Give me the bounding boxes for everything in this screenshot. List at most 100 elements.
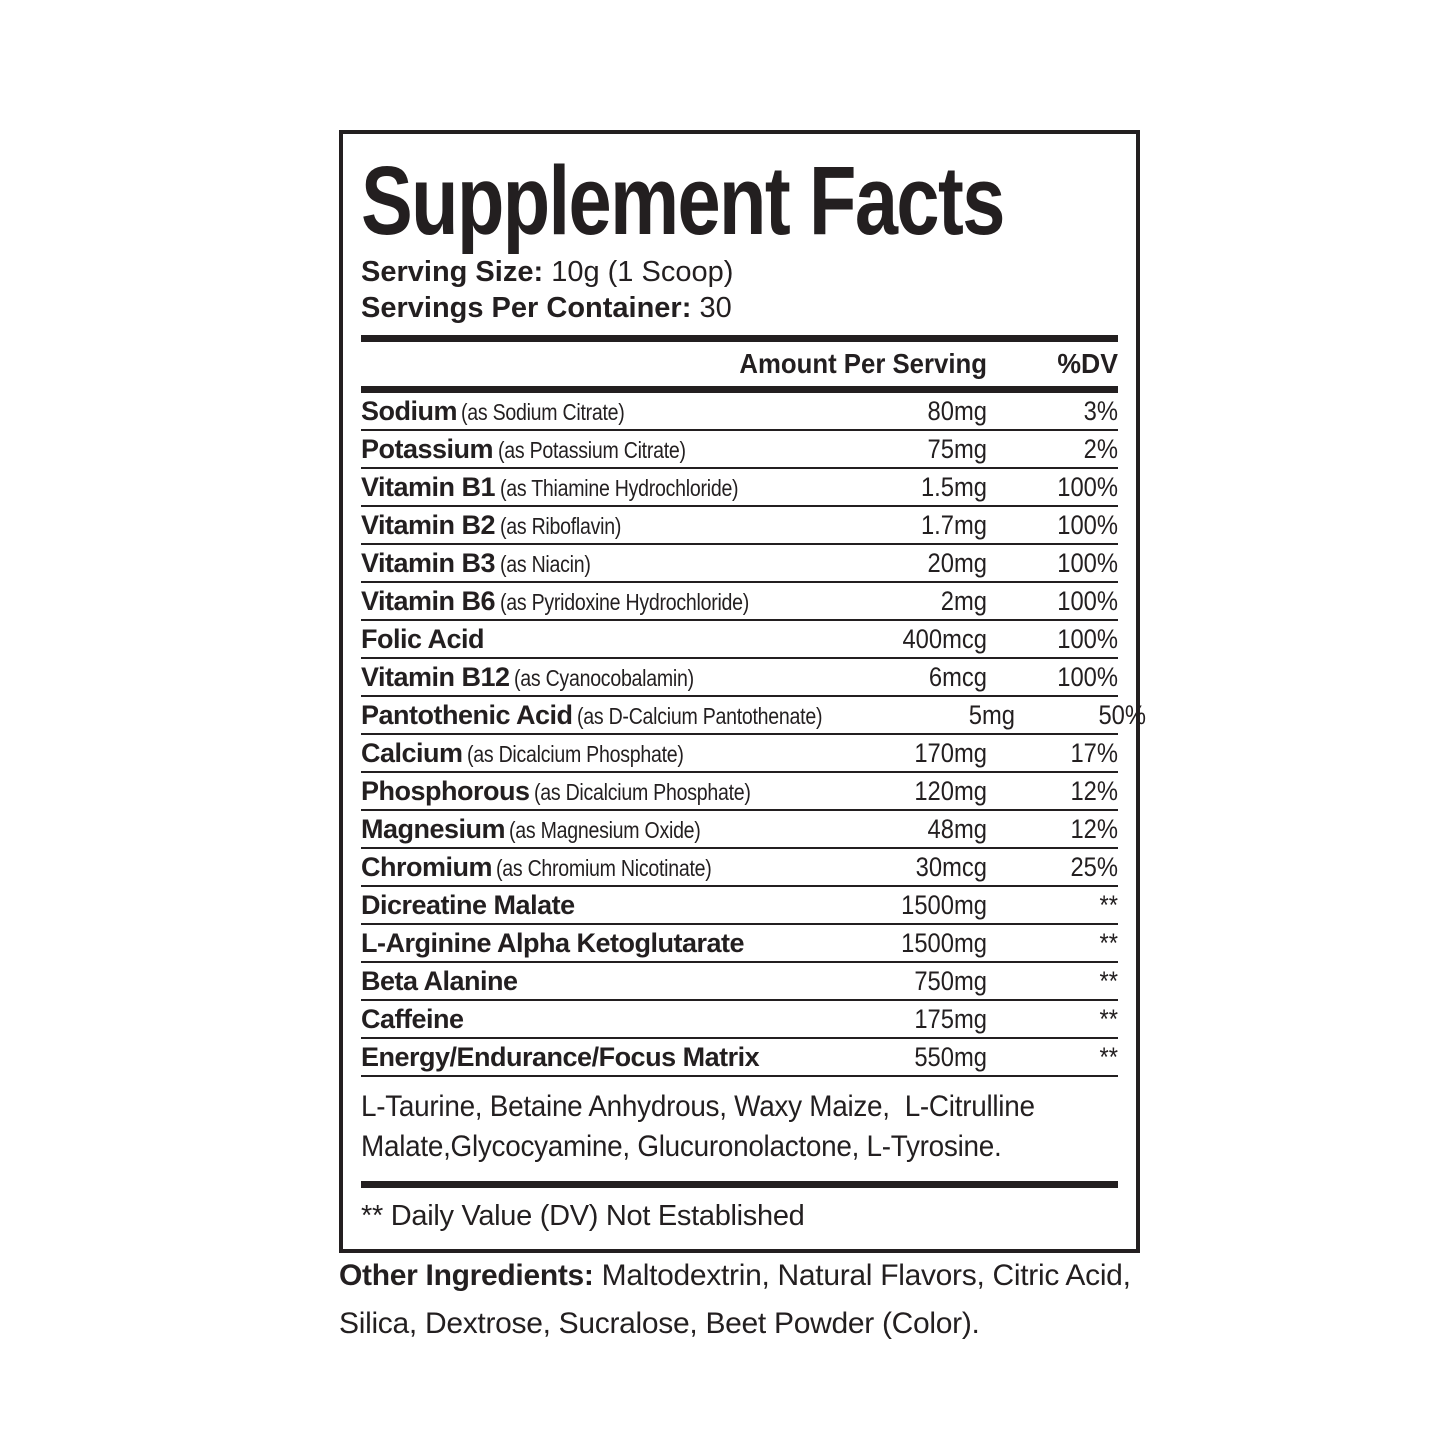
nutrient-dv: 100% bbox=[1057, 547, 1118, 578]
nutrient-dv: 12% bbox=[1070, 775, 1118, 806]
nutrient-amount: 48mg bbox=[927, 813, 987, 844]
serving-size-line: Serving Size: 10g (1 Scoop) bbox=[361, 254, 1118, 290]
table-row-dicreatine-malate: Dicreatine Malate 1500mg ** bbox=[361, 887, 1118, 925]
other-ingredients-label: Other Ingredients: bbox=[339, 1259, 594, 1292]
nutrient-name: Pantothenic Acid bbox=[361, 699, 573, 730]
nutrient-amount: 170mg bbox=[914, 737, 987, 768]
nutrient-amount: 1500mg bbox=[901, 927, 987, 958]
table-row-potassium: Potassium (as Potassium Citrate) 75mg 2% bbox=[361, 431, 1118, 469]
nutrient-note: (as Sodium Citrate) bbox=[461, 398, 626, 425]
table-row-beta-alanine: Beta Alanine 750mg ** bbox=[361, 963, 1118, 1001]
nutrient-rows: Sodium (as Sodium Citrate) 80mg 3% Potas… bbox=[361, 393, 1146, 1077]
nutrient-dv: 50% bbox=[1098, 699, 1147, 730]
other-ingredients-line2: Silica, Dextrose, Sucralose, Beet Powder… bbox=[339, 1307, 980, 1340]
nutrient-dv: 100% bbox=[1057, 585, 1118, 616]
divider-thick-bottom bbox=[361, 1181, 1118, 1188]
header-amount-per-serving: Amount Per Serving bbox=[739, 348, 987, 379]
nutrient-amount: 175mg bbox=[914, 1003, 987, 1034]
table-row-magnesium: Magnesium (as Magnesium Oxide) 48mg 12% bbox=[361, 811, 1118, 849]
nutrient-name: Vitamin B6 bbox=[361, 585, 496, 616]
nutrient-amount: 20mg bbox=[927, 547, 987, 578]
divider-thick-top bbox=[361, 335, 1118, 342]
nutrient-dv: 100% bbox=[1057, 509, 1118, 540]
table-row-vitamin-b2: Vitamin B2 (as Riboflavin) 1.7mg 100% bbox=[361, 507, 1118, 545]
table-row-chromium: Chromium (as Chromium Nicotinate) 30mcg … bbox=[361, 849, 1118, 887]
nutrient-dv: ** bbox=[1099, 1003, 1118, 1034]
nutrient-dv: 100% bbox=[1057, 661, 1118, 692]
nutrient-note: (as Riboflavin) bbox=[499, 512, 621, 539]
nutrient-amount: 1.7mg bbox=[920, 509, 987, 540]
nutrient-amount: 120mg bbox=[914, 775, 987, 806]
nutrient-name: Vitamin B1 bbox=[361, 471, 496, 502]
nutrient-note: (as Dicalcium Phosphate) bbox=[533, 778, 751, 805]
nutrient-dv: 3% bbox=[1083, 395, 1118, 426]
nutrient-dv: 2% bbox=[1083, 433, 1118, 464]
table-row-folic-acid: Folic Acid 400mcg 100% bbox=[361, 621, 1118, 659]
nutrient-name: Vitamin B3 bbox=[361, 547, 496, 578]
nutrient-note: (as Potassium Citrate) bbox=[497, 436, 686, 463]
table-row-phosphorous: Phosphorous (as Dicalcium Phosphate) 120… bbox=[361, 773, 1118, 811]
nutrient-amount: 2mg bbox=[940, 585, 987, 616]
nutrient-name: Potassium bbox=[361, 433, 494, 464]
nutrient-note: (as Magnesium Oxide) bbox=[509, 816, 702, 843]
nutrient-note: (as Thiamine Hydrochloride) bbox=[499, 474, 739, 501]
table-row-pantothenic-acid: Pantothenic Acid (as D-Calcium Pantothen… bbox=[361, 697, 1146, 735]
nutrient-note: (as Dicalcium Phosphate) bbox=[467, 740, 684, 767]
table-row-energy-matrix: Energy/Endurance/Focus Matrix 550mg ** bbox=[361, 1039, 1118, 1077]
nutrient-amount: 80mg bbox=[927, 395, 987, 426]
servings-per-container-label: Servings Per Container: bbox=[361, 292, 692, 324]
nutrient-name: Energy/Endurance/Focus Matrix bbox=[361, 1041, 760, 1072]
nutrient-name: Chromium bbox=[361, 851, 493, 882]
nutrient-note: (as Cyanocobalamin) bbox=[514, 664, 694, 691]
nutrient-note: (as Chromium Nicotinate) bbox=[496, 854, 712, 881]
servings-per-container-value: 30 bbox=[699, 292, 732, 324]
table-row-calcium: Calcium (as Dicalcium Phosphate) 170mg 1… bbox=[361, 735, 1118, 773]
nutrient-name: Magnesium bbox=[361, 813, 506, 844]
serving-size-value: 10g (1 Scoop) bbox=[551, 256, 734, 288]
nutrient-name: Caffeine bbox=[361, 1003, 464, 1034]
nutrient-amount: 5mg bbox=[969, 699, 1016, 730]
matrix-ingredients-line1: L-Taurine, Betaine Anhydrous, Waxy Maize… bbox=[361, 1090, 1035, 1123]
nutrient-amount: 1.5mg bbox=[920, 471, 987, 502]
nutrient-dv: ** bbox=[1099, 965, 1118, 996]
nutrient-dv: ** bbox=[1099, 1041, 1118, 1072]
table-row-caffeine: Caffeine 175mg ** bbox=[361, 1001, 1118, 1039]
matrix-ingredients-line2: Malate,Glycocyamine, Glucuronolactone, L… bbox=[361, 1130, 1002, 1163]
nutrient-dv: 100% bbox=[1057, 471, 1118, 502]
header-percent-dv: %DV bbox=[1057, 348, 1118, 379]
nutrient-name: Vitamin B2 bbox=[361, 509, 496, 540]
nutrient-dv: ** bbox=[1099, 889, 1118, 920]
servings-per-container-line: Servings Per Container: 30 bbox=[361, 290, 1118, 326]
nutrient-name: Beta Alanine bbox=[361, 965, 518, 996]
nutrient-amount: 6mcg bbox=[928, 661, 987, 692]
nutrient-dv: 100% bbox=[1057, 623, 1118, 654]
nutrient-note: (as Pyridoxine Hydrochloride) bbox=[499, 588, 749, 615]
table-row-vitamin-b12: Vitamin B12 (as Cyanocobalamin) 6mcg 100… bbox=[361, 659, 1118, 697]
panel-title: Supplement Facts bbox=[361, 146, 1005, 255]
nutrient-note: (as Niacin) bbox=[499, 550, 591, 577]
nutrient-name: Vitamin B12 bbox=[361, 661, 510, 692]
matrix-ingredients: L-Taurine, Betaine Anhydrous, Waxy Maize… bbox=[361, 1077, 1118, 1181]
nutrient-dv: 17% bbox=[1070, 737, 1118, 768]
other-ingredients: Other Ingredients: Maltodextrin, Natural… bbox=[339, 1252, 1149, 1348]
nutrient-name: Sodium bbox=[361, 395, 458, 426]
table-row-sodium: Sodium (as Sodium Citrate) 80mg 3% bbox=[361, 393, 1118, 431]
nutrient-name: Calcium bbox=[361, 737, 463, 768]
nutrient-amount: 400mcg bbox=[902, 623, 987, 654]
nutrient-amount: 30mcg bbox=[915, 851, 987, 882]
nutrient-amount: 1500mg bbox=[901, 889, 987, 920]
nutrient-name: Folic Acid bbox=[361, 623, 485, 654]
serving-size-label: Serving Size: bbox=[361, 256, 544, 288]
nutrient-note: (as D-Calcium Pantothenate) bbox=[576, 702, 823, 729]
table-row-vitamin-b6: Vitamin B6 (as Pyridoxine Hydrochloride)… bbox=[361, 583, 1118, 621]
nutrient-amount: 550mg bbox=[914, 1041, 987, 1072]
nutrient-name: Dicreatine Malate bbox=[361, 889, 575, 920]
nutrient-dv: ** bbox=[1099, 927, 1118, 958]
table-row-vitamin-b3: Vitamin B3 (as Niacin) 20mg 100% bbox=[361, 545, 1118, 583]
nutrient-amount: 750mg bbox=[914, 965, 987, 996]
nutrient-name: Phosphorous bbox=[361, 775, 530, 806]
table-row-vitamin-b1: Vitamin B1 (as Thiamine Hydrochloride) 1… bbox=[361, 469, 1118, 507]
nutrient-dv: 12% bbox=[1070, 813, 1118, 844]
dv-footnote: ** Daily Value (DV) Not Established bbox=[361, 1200, 805, 1232]
